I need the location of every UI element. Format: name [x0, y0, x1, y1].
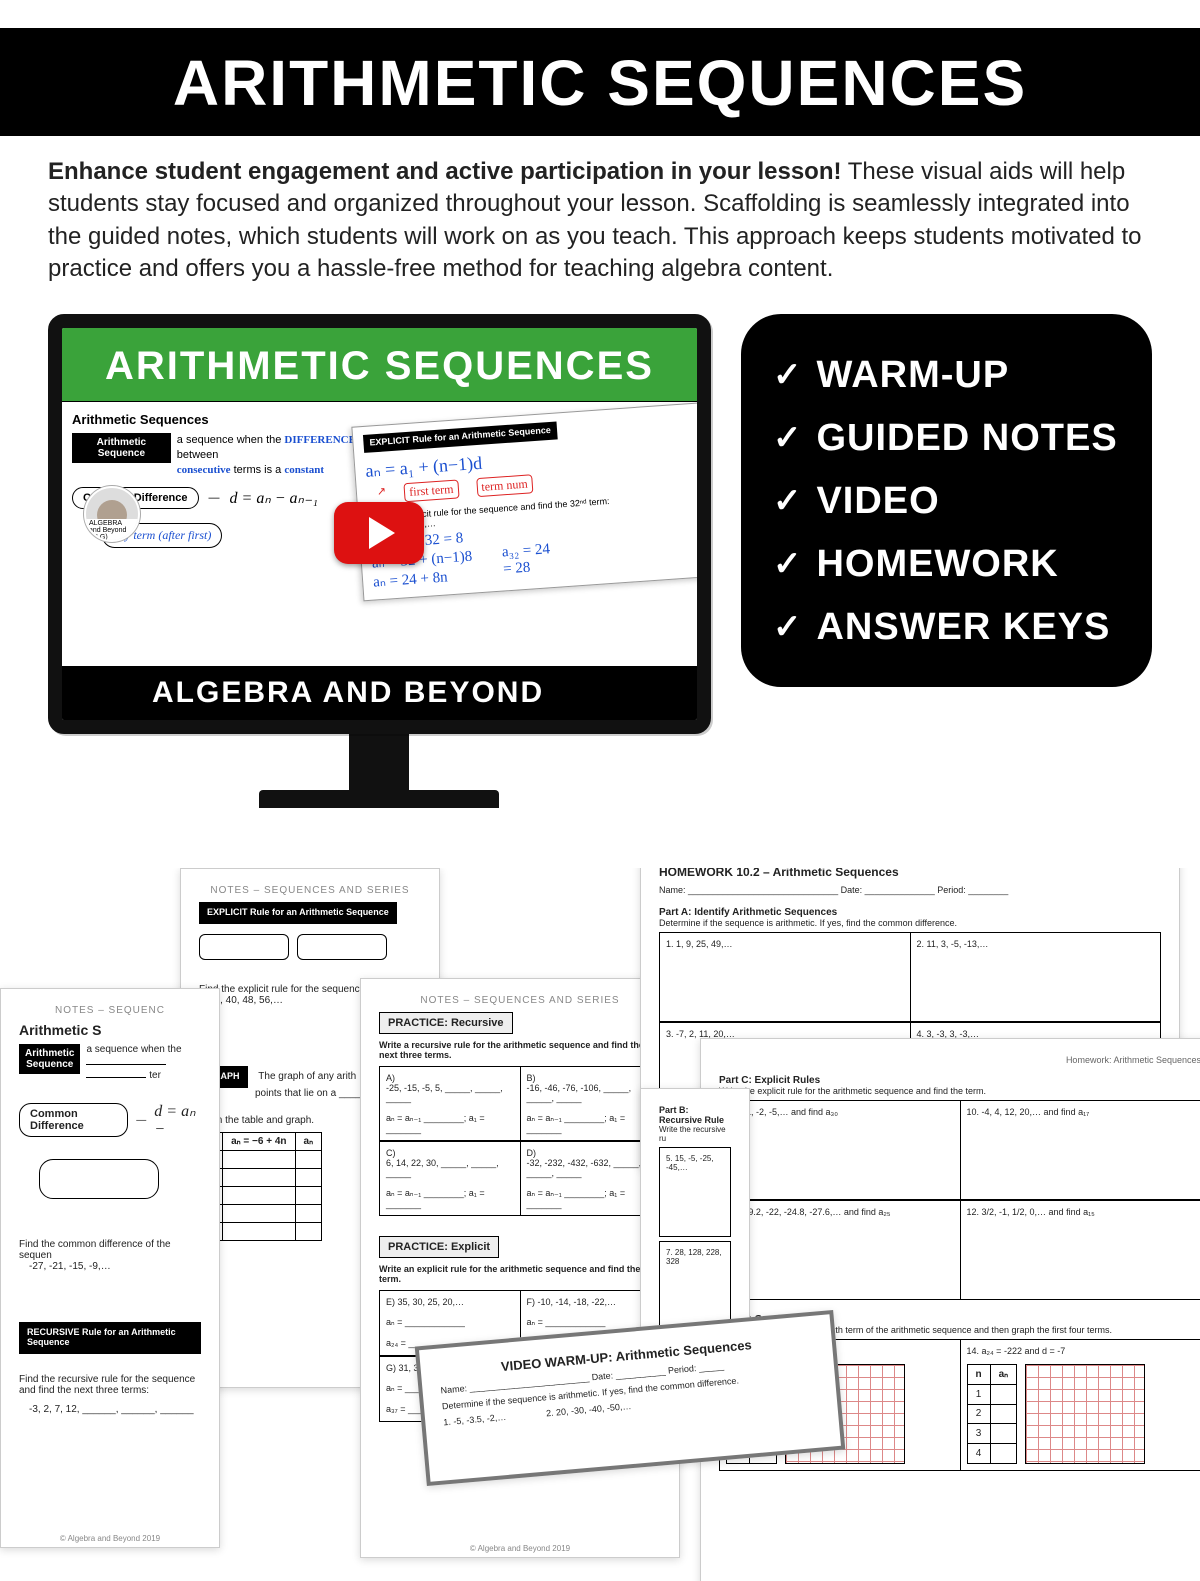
video-left-header: Arithmetic Sequences — [72, 412, 372, 427]
feature-item: ✓ANSWER KEYS — [773, 596, 1120, 659]
first-term-label: first term — [404, 479, 460, 502]
work-line-4: a₃₂ = 24 — [501, 541, 550, 561]
intro-text: Enhance student engagement and active pa… — [0, 136, 1200, 296]
monitor: ARITHMETIC SEQUENCES Arithmetic Sequence… — [48, 314, 711, 808]
check-icon: ✓ — [773, 544, 803, 584]
definition-text: a sequence when the DIFFERENCE between c… — [177, 433, 372, 479]
features-panel: ✓WARM-UP ✓GUIDED NOTES ✓VIDEO ✓HOMEWORK … — [741, 314, 1152, 687]
find-recursive-prompt: Find the recursive rule for the sequence… — [19, 1374, 201, 1396]
part-c-prompt: Write the explicit rule for the arithmet… — [719, 1086, 1200, 1096]
part-a-title: Part A: Identify Arithmetic Sequences — [659, 907, 1161, 918]
arithmetic-sequence-tag: ArithmeticSequence — [19, 1044, 80, 1074]
homework-sheet-right: Homework: Arithmetic Sequences Part C: E… — [700, 1038, 1200, 1581]
homework-name-line: Name: ______________________________ Dat… — [659, 885, 1161, 895]
graph-grid — [1025, 1364, 1145, 1464]
notes-header: NOTES – SEQUENCES AND SERIES — [379, 995, 661, 1006]
common-difference-formula: d = aₙ − aₙ₋₁ — [230, 488, 318, 508]
cd-formula: d = aₙ − — [154, 1101, 201, 1139]
check-icon: ✓ — [773, 607, 803, 647]
avatar: ALGEBRA and Beyond (ALG) — [84, 486, 140, 542]
video-body: Arithmetic Sequences Arithmetic Sequence… — [62, 402, 697, 664]
find-cd-seq: -27, -21, -15, -9,… — [29, 1261, 201, 1272]
hw-right-header: Homework: Arithmetic Sequences — [719, 1055, 1200, 1065]
recursive-rule-tag: RECURSIVE Rule for an Arithmetic Sequenc… — [19, 1322, 201, 1354]
homework-title: HOMEWORK 10.2 – Arithmetic Sequences — [659, 868, 1161, 879]
common-difference-label: Common Difference — [19, 1103, 128, 1137]
work-line-5: = 28 — [503, 558, 552, 578]
notes-header: NOTES – SEQUENC — [19, 1005, 201, 1016]
arithmetic-sequence-tag: Arithmetic Sequence — [72, 433, 171, 463]
feature-item: ✓HOMEWORK — [773, 533, 1120, 596]
notes-header: NOTES – SEQUENCES AND SERIES — [199, 885, 421, 896]
worksheet-collage: NOTES – SEQUENCES AND SERIES EXPLICIT Ru… — [0, 868, 1200, 1581]
play-button[interactable] — [334, 502, 424, 564]
check-icon: ✓ — [773, 355, 803, 395]
part-a-prompt: Determine if the sequence is arithmetic.… — [659, 918, 1161, 928]
practice-recursive-header: PRACTICE: Recursive — [379, 1012, 513, 1034]
explicit-rule-tag: EXPLICIT Rule for an Arithmetic Sequence — [199, 902, 397, 924]
title-bar: ARITHMETIC SEQUENCES — [0, 28, 1200, 136]
arithmetic-s-title: Arithmetic S — [19, 1022, 201, 1038]
notes-sheet-left: NOTES – SEQUENC Arithmetic S ArithmeticS… — [0, 988, 220, 1548]
check-icon: ✓ — [773, 418, 803, 458]
video-title-bottom: ALGEBRA AND BEYOND — [62, 666, 697, 720]
check-icon: ✓ — [773, 481, 803, 521]
practice-explicit-header: PRACTICE: Explicit — [379, 1236, 499, 1258]
avatar-label: ALGEBRA and Beyond (ALG) — [86, 519, 138, 542]
intro-bold: Enhance student engagement and active pa… — [48, 158, 842, 185]
copyright: © Algebra and Beyond 2019 — [470, 1544, 570, 1553]
feature-item: ✓WARM-UP — [773, 344, 1120, 407]
video-title-top: ARITHMETIC SEQUENCES — [62, 328, 697, 407]
copyright: © Algebra and Beyond 2019 — [60, 1534, 160, 1543]
page-title: ARITHMETIC SEQUENCES — [0, 46, 1200, 120]
term-num-label: term num — [476, 474, 534, 497]
part-b-title: Part B: Recursive Rule — [659, 1105, 731, 1125]
video-left-notes: Arithmetic Sequences Arithmetic Sequence… — [72, 412, 372, 548]
explicit-rule-tag: EXPLICIT Rule for an Arithmetic Sequence — [363, 421, 557, 452]
practice-explicit-prompt: Write an explicit rule for the arithmeti… — [379, 1264, 661, 1284]
practice-recursive-prompt: Write a recursive rule for the arithmeti… — [379, 1040, 661, 1060]
hero-row: ARITHMETIC SEQUENCES Arithmetic Sequence… — [0, 296, 1200, 808]
part-c-title: Part C: Explicit Rules — [719, 1075, 1200, 1086]
feature-item: ✓GUIDED NOTES — [773, 407, 1120, 470]
feature-item: ✓VIDEO — [773, 470, 1120, 533]
find-recursive-seq: -3, 2, 7, 12, ______, ______, ______ — [29, 1404, 201, 1415]
find-cd-prompt: Find the common difference of the sequen — [19, 1239, 201, 1261]
